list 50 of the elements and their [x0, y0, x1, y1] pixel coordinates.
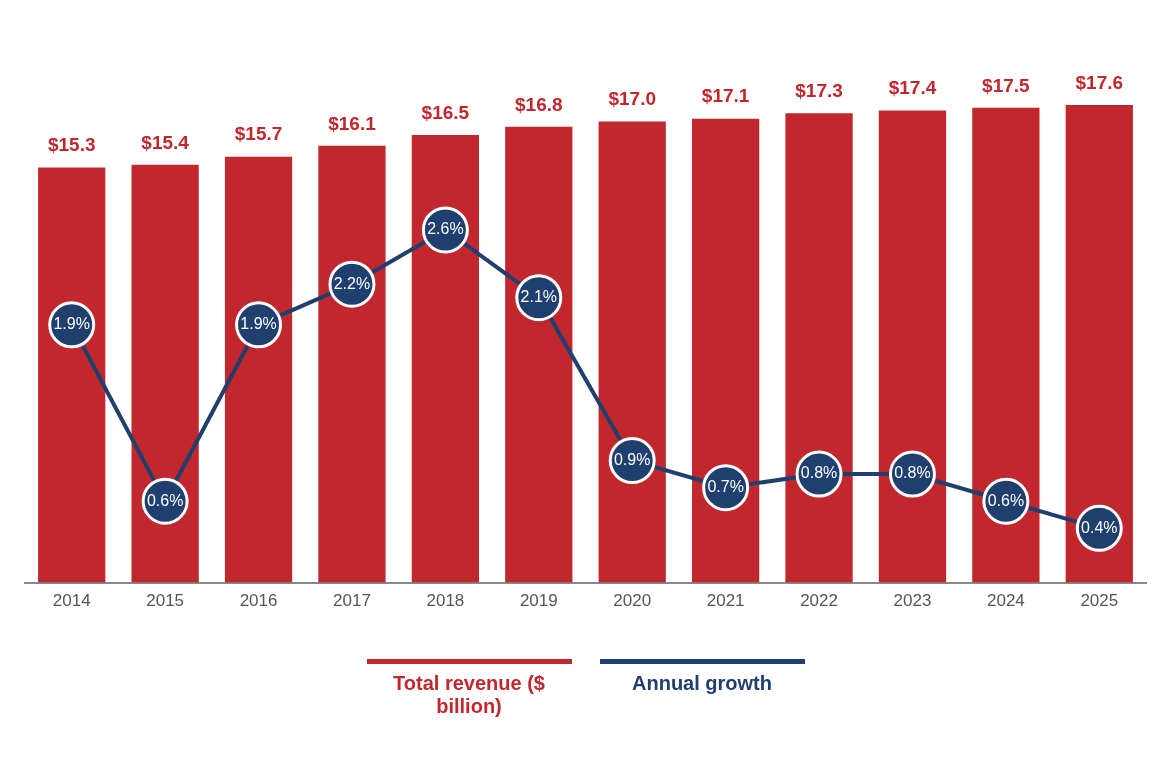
- data-label: $17.5: [982, 74, 1031, 96]
- bar: [785, 113, 853, 583]
- data-label: 1.9%: [53, 315, 90, 333]
- bar: [692, 118, 760, 583]
- text: Total revenue ($ billion): [392, 672, 546, 718]
- data-label: $16.5: [421, 101, 470, 123]
- data-label: 2.6%: [427, 220, 464, 238]
- data-label: $15.4: [141, 131, 190, 153]
- x-tick-label: 2018: [426, 591, 465, 611]
- data-label: 0.6%: [987, 491, 1025, 509]
- x-tick-label: 2016: [239, 591, 278, 611]
- data-label: $15.3: [47, 134, 96, 156]
- data-label: 1.9%: [240, 315, 277, 333]
- bar: [972, 107, 1040, 583]
- x-tick-label: 2023: [893, 591, 932, 611]
- data-label: 0.9%: [613, 450, 651, 468]
- data-label: $17.3: [795, 79, 843, 101]
- x-tick-label: 2017: [333, 591, 371, 611]
- text: Annual growth: [632, 672, 772, 695]
- x-tick-label: 2019: [519, 591, 558, 611]
- data-label: 2.1%: [520, 288, 558, 306]
- x-tick-label: 2022: [800, 591, 838, 611]
- bar: [505, 126, 573, 583]
- data-label: $17.4: [888, 77, 937, 99]
- bar: [224, 156, 293, 583]
- x-tick-label: 2025: [1080, 591, 1119, 611]
- x-tick-label: 2014: [52, 591, 91, 611]
- bar: [38, 167, 106, 583]
- data-label: 0.8%: [894, 464, 931, 482]
- x-tick-label: 2020: [613, 591, 652, 611]
- data-label: $17.6: [1075, 71, 1124, 93]
- x-tick-label: 2021: [706, 591, 745, 611]
- bar: [878, 110, 947, 583]
- data-label: 2.2%: [333, 274, 371, 292]
- bar: [411, 134, 480, 583]
- data-label: 0.4%: [1081, 518, 1118, 536]
- bar: [131, 164, 199, 583]
- data-label: $15.7: [234, 123, 283, 145]
- x-tick-label: 2015: [146, 591, 185, 611]
- bar: [318, 145, 386, 583]
- data-label: $17.1: [701, 85, 750, 107]
- data-label: 0.7%: [707, 478, 744, 496]
- data-label: $16.8: [515, 93, 563, 115]
- data-label: 0.6%: [146, 491, 184, 509]
- bar: [1065, 105, 1133, 583]
- data-label: $16.1: [328, 112, 377, 134]
- data-label: 0.8%: [800, 464, 838, 482]
- bar: [598, 121, 666, 583]
- data-label: $17.0: [608, 88, 656, 110]
- x-tick-label: 2024: [986, 591, 1025, 611]
